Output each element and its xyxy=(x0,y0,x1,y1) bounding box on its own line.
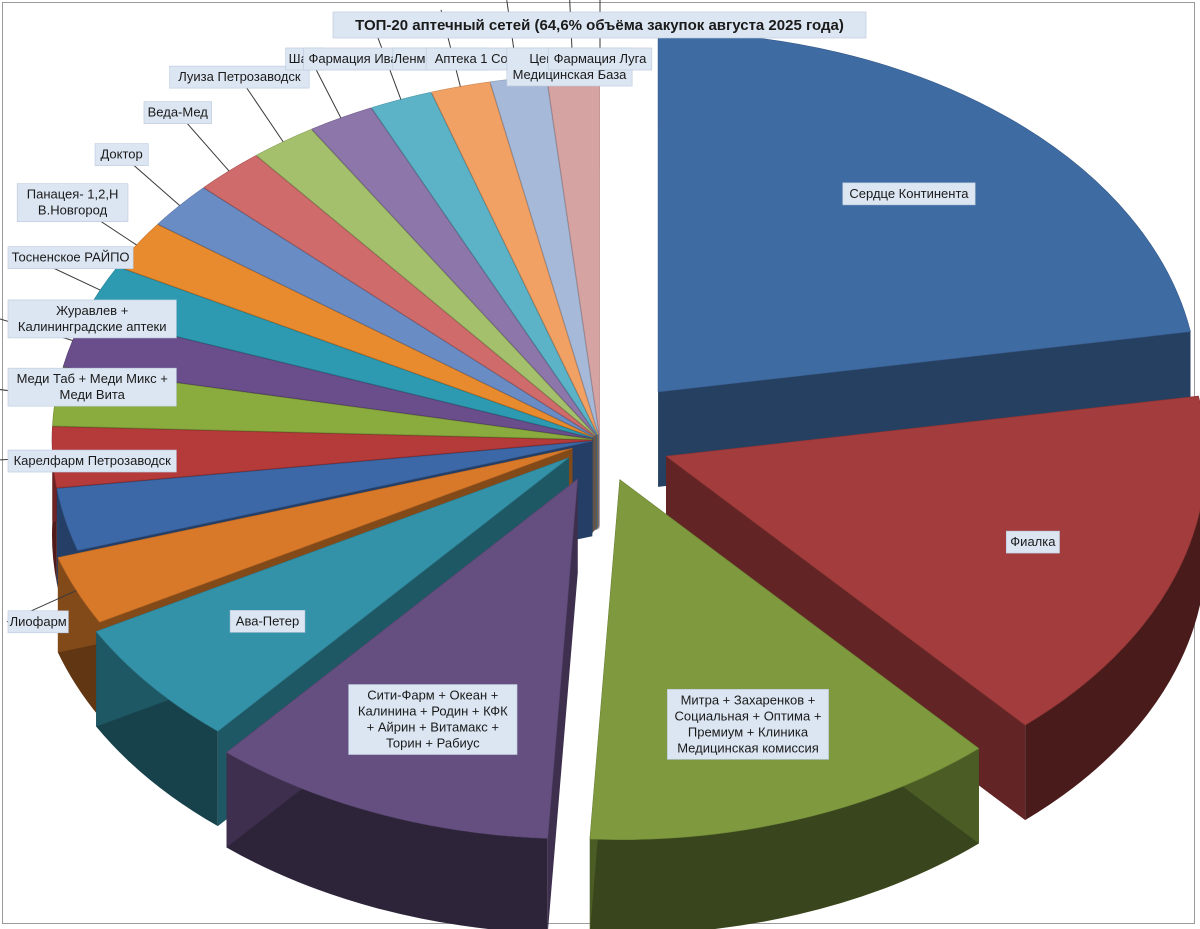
pie-slice xyxy=(371,91,598,435)
data-label-text: Ава-Петер xyxy=(236,613,299,628)
slice-side xyxy=(226,752,548,929)
data-label-text: Лиофарм xyxy=(10,614,67,629)
pie-slice xyxy=(665,395,1200,726)
data-label: Сердце Континента xyxy=(842,182,976,206)
data-label-text: Фиалка xyxy=(1010,534,1056,549)
data-label: Фиалка xyxy=(1005,530,1060,554)
data-label: Панацея- 1,2,Н В.Новгород xyxy=(16,183,129,222)
data-label: Меди Таб + Меди Микс + Меди Вита xyxy=(7,367,177,407)
slice-side xyxy=(1025,396,1200,821)
data-label: Митра + Захаренков + Социальная + Оптима … xyxy=(667,689,829,760)
data-label-text: Митра + Захаренков + Социальная + Оптима … xyxy=(675,692,822,755)
data-label-text: Тосненское РАЙПО xyxy=(12,250,130,265)
pie-slice xyxy=(57,448,573,623)
pie-slice xyxy=(157,187,595,437)
pie-slice xyxy=(203,155,595,437)
pie-slice xyxy=(95,457,570,732)
title-box xyxy=(332,11,867,39)
data-label: Журавлев + Калининградские аптеки xyxy=(7,299,177,339)
data-label: Доктор xyxy=(94,143,149,166)
pie-slice xyxy=(657,31,1191,393)
data-label: Карелфарм Петрозаводск xyxy=(7,449,177,473)
data-label: Лиофарм xyxy=(7,610,69,634)
data-label-text: Сердце Континента xyxy=(849,186,969,201)
data-label: Сити-Фарм + Океан + Калинина + Родин + КФ… xyxy=(348,684,518,755)
data-label-text: Доктор xyxy=(100,147,142,162)
labels-layer: Сердце Континента Фиалка Митра + Захаренко… xyxy=(0,0,1060,760)
data-label: Тосненское РАЙПО xyxy=(7,246,134,269)
data-label-text: Журавлев + Калининградские аптеки xyxy=(18,303,167,334)
data-label-text: Луиза Петрозаводск xyxy=(178,69,301,84)
pie-slice xyxy=(431,81,599,435)
data-label-text: Панацея- 1,2,Н В.Новгород xyxy=(27,187,119,218)
data-label-text: Фармация Луга xyxy=(554,51,648,66)
pie-slice xyxy=(56,440,593,551)
slices-layer xyxy=(51,31,1200,929)
data-label-text: Сити-Фарм + Океан + Калинина + Родин + КФ… xyxy=(358,688,508,751)
data-label-text: Веда-Мед xyxy=(148,105,209,120)
title-layer: ТОП-20 аптечный сетей (64,6% объёма заку… xyxy=(332,11,867,39)
pie-slice xyxy=(255,129,596,436)
data-label: Ава-Петер xyxy=(229,610,306,633)
slice-side xyxy=(589,748,979,929)
data-label: Луиза Петрозаводск xyxy=(169,65,310,89)
data-label: Фармация Луга xyxy=(547,47,653,71)
data-label-text: Меди Таб + Меди Микс + Меди Вита xyxy=(17,371,168,402)
data-label: Веда-Мед xyxy=(143,101,212,124)
chart-title: ТОП-20 аптечный сетей (64,6% объёма заку… xyxy=(355,17,844,34)
data-label-text: Карелфарм Петрозаводск xyxy=(14,453,172,468)
slice-wall xyxy=(547,478,578,929)
